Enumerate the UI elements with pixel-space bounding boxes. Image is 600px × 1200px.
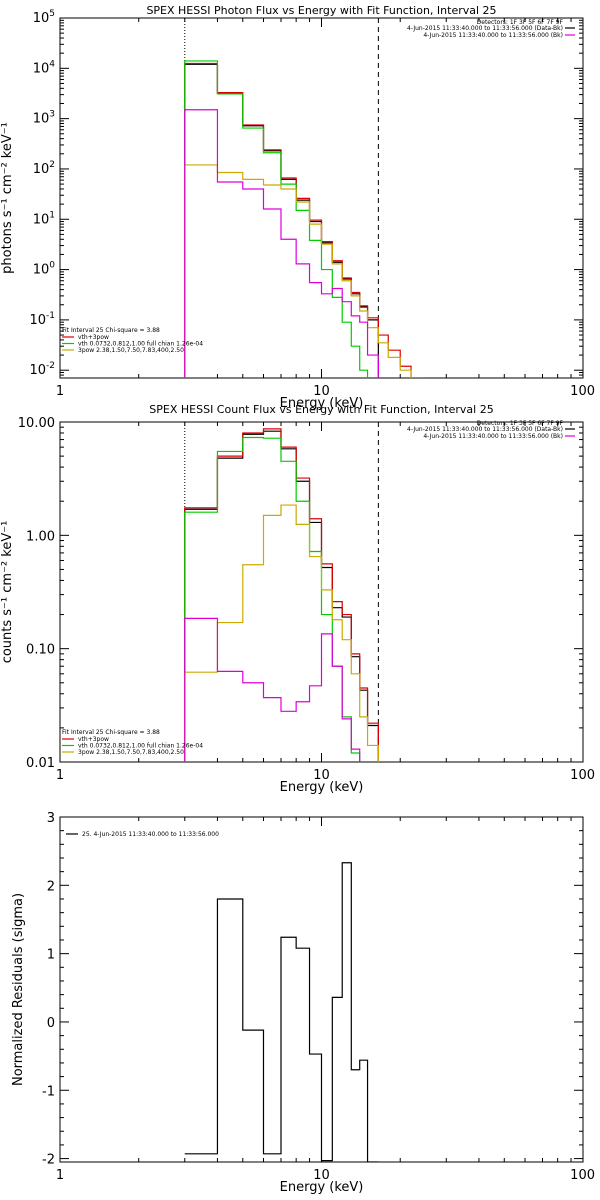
y-tick-label: 10.00	[18, 416, 55, 431]
y-tick-label: 102	[33, 160, 55, 177]
legend-entry: vth+3pow	[78, 334, 109, 341]
y-tick-base: 10	[33, 212, 50, 227]
chart-title: SPEX HESSI Photon Flux vs Energy with Fi…	[146, 4, 496, 17]
x-tick-label: 100	[570, 384, 595, 399]
legend-entry: vth+3pow	[78, 736, 109, 743]
series-line-2	[184, 62, 426, 378]
series-line-1	[184, 430, 379, 762]
legend-header: Detectors: 1F 3F 5F 6F 7F 9F	[477, 420, 564, 427]
legend-entry: vth 0.0732,0.812,1.00 full chian 1.26e-0…	[78, 341, 203, 348]
y-tick-label: 105	[33, 9, 55, 26]
y-tick-label: 103	[33, 110, 55, 127]
y-tick-label: 3	[47, 811, 55, 826]
legend-entry: 4-Jun-2015 11:33:40.000 to 11:33:56.000 …	[407, 25, 563, 32]
y-tick-exponent: 3	[49, 110, 55, 120]
x-tick-label: 10	[313, 1168, 330, 1183]
y-tick-exponent: -1	[46, 311, 55, 321]
legend-header: Fit Interval 25 Chi-square = 3.88	[62, 327, 160, 334]
y-axis-label: photons s⁻¹ cm⁻² keV⁻¹	[0, 122, 15, 274]
series-line-3	[184, 60, 379, 378]
x-axis-label: Energy (keV)	[280, 1180, 364, 1195]
y-tick-label: 2	[47, 879, 55, 894]
y-tick-base: 10	[29, 313, 46, 328]
y-tick-base: 10	[33, 112, 50, 127]
y-tick-label: 1	[47, 948, 55, 963]
x-tick-label: 1	[56, 1168, 64, 1183]
chart-panel-3: 1 10 100 Energy (keV) -2 -1 0 1 2 3 Normalized Res…	[11, 811, 595, 1195]
x-tick-label: 10	[313, 384, 330, 399]
y-tick-exponent: 5	[49, 9, 55, 19]
x-tick-label: 10	[313, 768, 330, 783]
y-tick-label: 10-2	[29, 361, 55, 378]
y-tick-base: 10	[33, 61, 50, 76]
y-tick-label: 104	[33, 59, 56, 76]
series-line-5	[184, 617, 379, 762]
legend-entry: 4-Jun-2015 11:33:40.000 to 11:33:56.000 …	[407, 426, 563, 433]
chart-panel-1: SPEX HESSI Photon Flux vs Energy with Fi…	[0, 4, 595, 411]
legend-entry: 3pow 2.38,1.50,7.50,7.83,400,2.50	[78, 347, 184, 354]
series-line-5	[184, 109, 379, 378]
y-tick-label: 101	[33, 210, 55, 227]
y-tick-exponent: -2	[46, 361, 55, 371]
series-line-4	[184, 504, 379, 762]
x-tick-label: 100	[570, 1168, 595, 1183]
y-tick-label: 100	[33, 261, 56, 278]
legend-entry: 4-Jun-2015 11:33:40.000 to 11:33:56.000 …	[423, 32, 563, 39]
y-tick-label: 10-1	[29, 311, 55, 328]
series-line-2	[184, 428, 379, 762]
y-tick-base: 10	[29, 363, 46, 378]
y-tick-base: 10	[33, 162, 50, 177]
legend-entry: 3pow 2.38,1.50,7.50,7.83,400,2.50	[78, 749, 184, 756]
x-tick-label: 1	[56, 768, 64, 783]
y-tick-exponent: 1	[49, 210, 55, 220]
chart-title: SPEX HESSI Count Flux vs Energy with Fit…	[149, 403, 493, 416]
x-tick-label: 100	[570, 768, 595, 783]
y-tick-label: -1	[42, 1084, 55, 1099]
y-tick-exponent: 2	[49, 160, 55, 170]
y-tick-exponent: 4	[49, 59, 55, 69]
plot-frame	[59, 17, 584, 379]
legend-entry: 4-Jun-2015 11:33:40.000 to 11:33:56.000 …	[423, 433, 563, 440]
y-axis-label: Normalized Residuals (sigma)	[11, 893, 26, 1086]
y-tick-base: 10	[33, 263, 50, 278]
legend-entry: vth 0.0732,0.812,1.00 full chian 1.26e-0…	[78, 743, 203, 750]
y-tick-label: 1.00	[26, 529, 55, 544]
x-axis-label: Energy (keV)	[280, 396, 364, 411]
x-tick-label: 1	[56, 384, 64, 399]
y-tick-label: 0.10	[26, 643, 55, 658]
y-tick-exponent: 0	[49, 261, 55, 271]
legend-header: Fit Interval 25 Chi-square = 3.88	[62, 729, 160, 736]
x-axis-label: Energy (keV)	[280, 780, 364, 795]
y-tick-label: -2	[42, 1153, 55, 1168]
legend-header: Detectors: 1F 3F 5F 6F 7F 9F	[477, 19, 564, 26]
series-line-4	[184, 164, 427, 378]
y-axis-label: counts s⁻¹ cm⁻² keV⁻¹	[0, 521, 15, 664]
y-tick-base: 10	[33, 11, 50, 26]
legend-entry: 25. 4-Jun-2015 11:33:40.000 to 11:33:56.…	[82, 831, 219, 838]
y-tick-label: 0	[47, 1016, 55, 1031]
y-tick-label: 0.01	[26, 756, 55, 771]
series-line-1	[184, 862, 379, 1162]
chart-panel-2: SPEX HESSI Count Flux vs Energy with Fit…	[0, 403, 595, 795]
series-line-3	[184, 436, 379, 762]
